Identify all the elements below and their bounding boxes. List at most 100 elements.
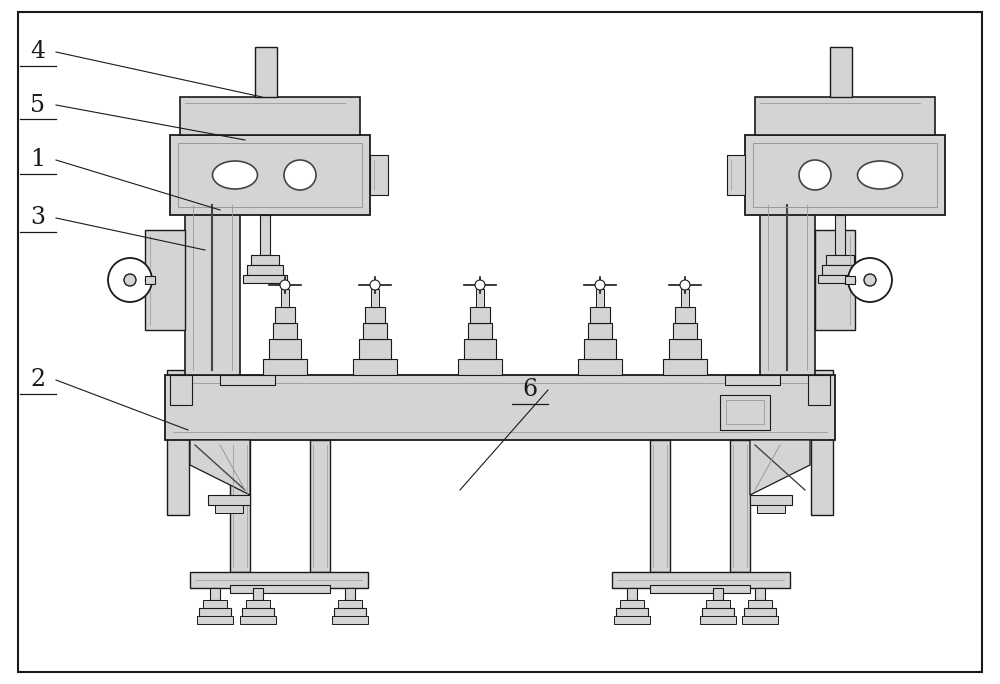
Bar xyxy=(246,600,270,608)
Bar xyxy=(727,155,745,195)
Bar xyxy=(742,616,778,624)
Bar xyxy=(650,440,670,572)
Bar xyxy=(363,323,387,339)
Bar xyxy=(165,375,835,440)
Bar xyxy=(353,359,397,375)
Bar xyxy=(242,608,274,618)
Bar xyxy=(578,359,622,375)
Bar xyxy=(476,289,484,307)
Bar xyxy=(590,307,610,323)
Bar xyxy=(190,572,368,588)
Bar xyxy=(750,495,792,505)
Bar xyxy=(275,307,295,323)
Bar xyxy=(757,505,785,513)
Text: 4: 4 xyxy=(30,40,46,64)
Bar xyxy=(332,616,368,624)
Bar xyxy=(755,97,935,135)
Bar xyxy=(702,608,734,618)
Bar xyxy=(627,588,637,600)
Bar xyxy=(745,135,945,215)
Bar xyxy=(464,339,496,359)
Bar xyxy=(808,375,830,405)
Bar xyxy=(588,323,612,339)
Bar xyxy=(616,608,648,618)
Bar xyxy=(669,339,701,359)
Bar xyxy=(744,608,776,618)
Bar xyxy=(370,155,388,195)
Bar xyxy=(263,359,307,375)
Bar xyxy=(663,359,707,375)
Bar xyxy=(310,440,330,572)
Bar xyxy=(215,505,243,513)
Circle shape xyxy=(124,274,136,286)
Bar xyxy=(273,323,297,339)
Bar xyxy=(371,289,379,307)
Bar xyxy=(673,323,697,339)
Bar xyxy=(247,265,283,275)
Bar xyxy=(845,276,855,284)
Circle shape xyxy=(680,280,690,290)
Bar xyxy=(753,143,937,207)
Bar xyxy=(675,307,695,323)
Bar xyxy=(203,600,227,608)
Ellipse shape xyxy=(799,160,831,190)
Text: 3: 3 xyxy=(30,207,46,230)
Bar xyxy=(208,495,250,505)
Text: 1: 1 xyxy=(30,148,46,172)
Circle shape xyxy=(475,280,485,290)
Bar xyxy=(338,600,362,608)
Bar xyxy=(470,307,490,323)
Bar xyxy=(210,588,220,600)
Bar xyxy=(760,200,815,375)
Bar xyxy=(614,616,650,624)
Text: 2: 2 xyxy=(30,369,46,391)
Bar xyxy=(269,339,301,359)
Ellipse shape xyxy=(284,160,316,190)
Bar xyxy=(178,143,362,207)
Bar xyxy=(726,400,764,424)
Bar xyxy=(334,608,366,618)
Bar xyxy=(815,230,855,330)
Bar xyxy=(458,359,502,375)
Bar xyxy=(596,289,604,307)
Bar xyxy=(811,370,833,515)
Bar xyxy=(185,200,240,375)
Bar xyxy=(700,616,736,624)
Bar xyxy=(197,616,233,624)
Text: 6: 6 xyxy=(522,378,538,402)
Bar xyxy=(145,230,185,330)
Polygon shape xyxy=(750,440,810,495)
Bar xyxy=(167,370,189,515)
Bar xyxy=(612,572,790,588)
Bar xyxy=(755,588,765,600)
Bar xyxy=(260,215,270,255)
Bar xyxy=(725,375,780,385)
Bar xyxy=(650,585,750,593)
Bar xyxy=(365,307,385,323)
Bar xyxy=(220,375,275,385)
Bar xyxy=(713,588,723,600)
Bar xyxy=(251,255,279,265)
Bar xyxy=(468,323,492,339)
Bar xyxy=(253,588,263,600)
Circle shape xyxy=(280,280,290,290)
Bar xyxy=(180,97,360,135)
Bar xyxy=(720,395,770,430)
Bar xyxy=(730,440,750,572)
Circle shape xyxy=(848,258,892,302)
Bar xyxy=(230,440,250,572)
Bar xyxy=(255,47,277,97)
Bar xyxy=(620,600,644,608)
Bar xyxy=(681,289,689,307)
Bar xyxy=(281,289,289,307)
Circle shape xyxy=(595,280,605,290)
Bar xyxy=(230,585,330,593)
Bar xyxy=(835,215,845,255)
Bar xyxy=(345,588,355,600)
Bar xyxy=(584,339,616,359)
Bar xyxy=(359,339,391,359)
Bar xyxy=(170,375,192,405)
Polygon shape xyxy=(190,440,250,495)
Bar xyxy=(170,135,370,215)
Ellipse shape xyxy=(212,161,258,189)
